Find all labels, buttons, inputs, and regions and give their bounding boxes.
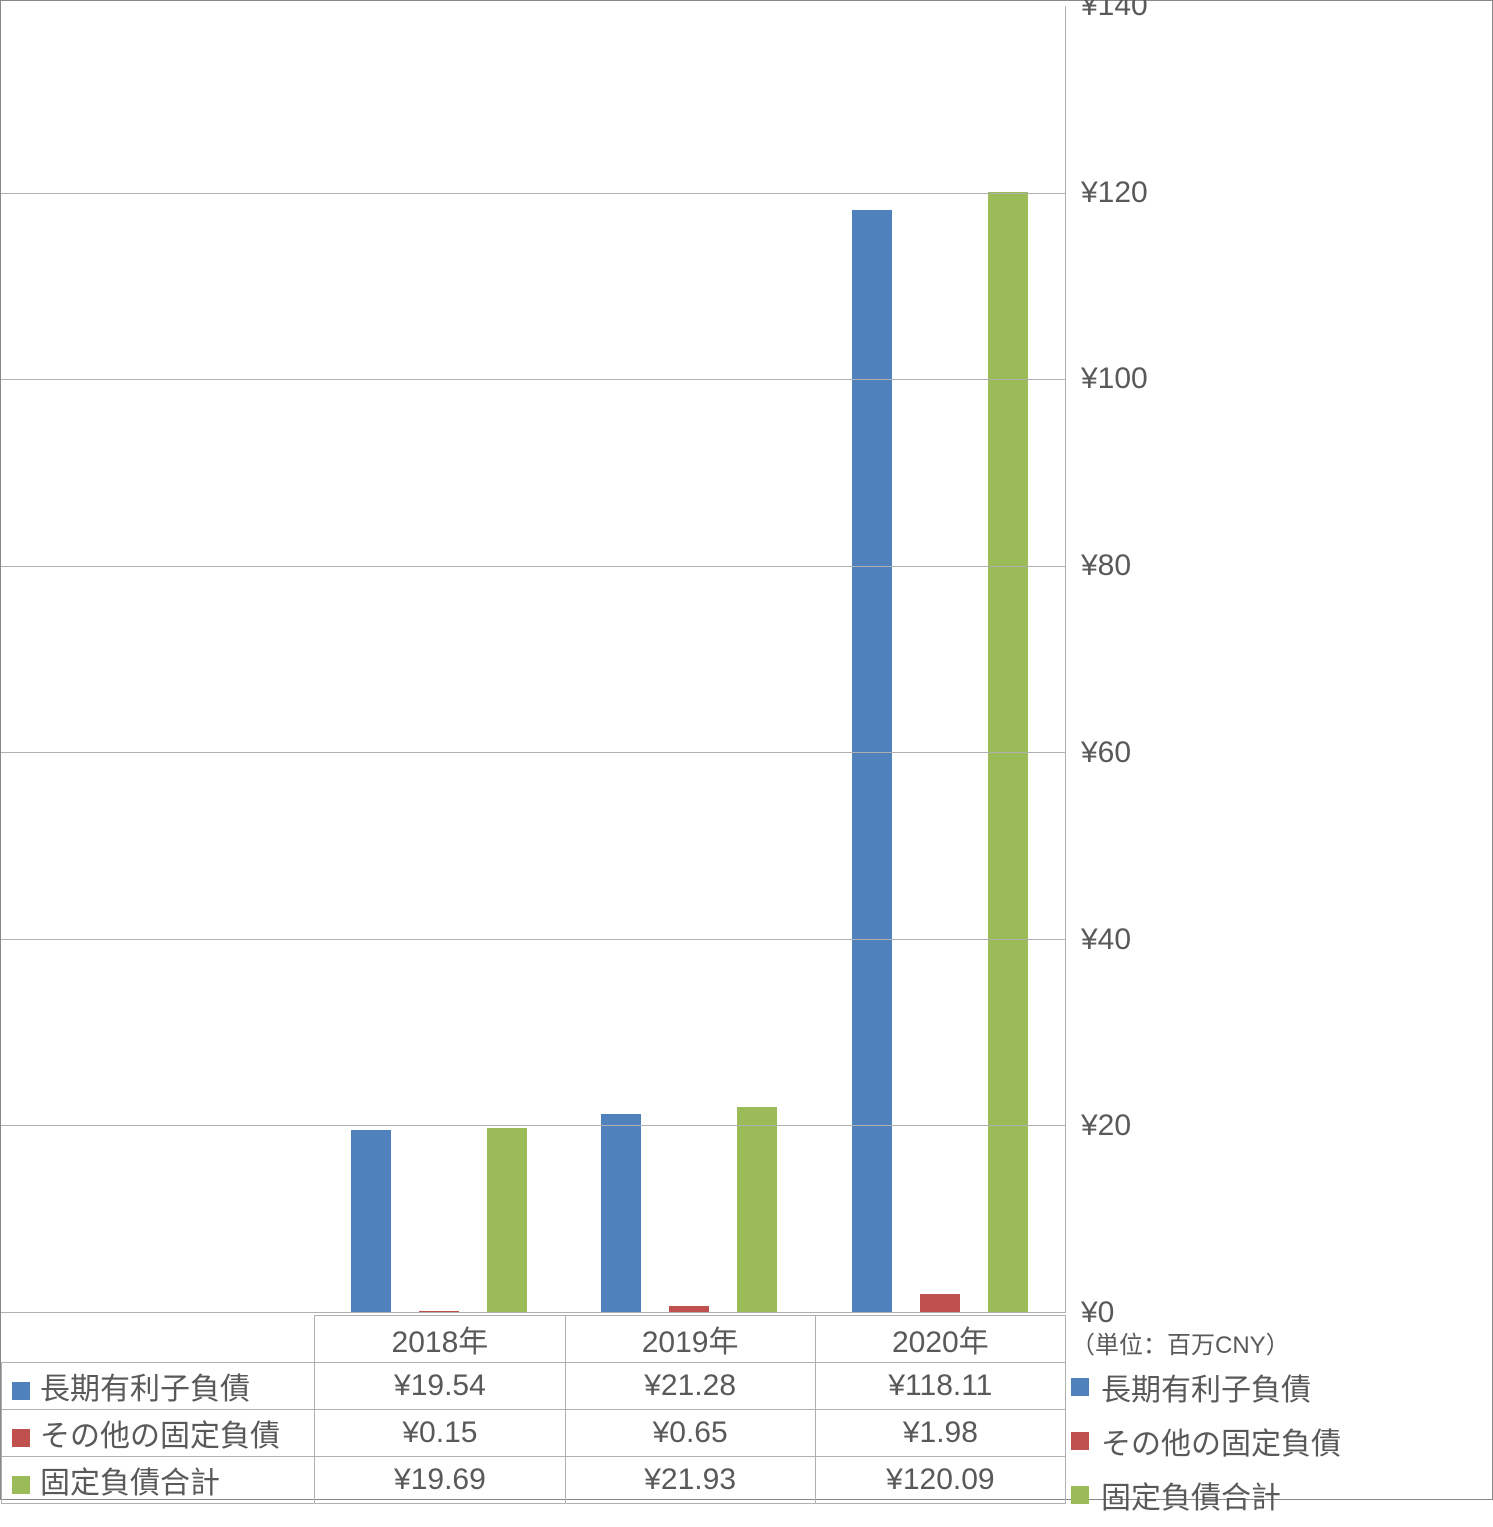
legend-label: 固定負債合計 (1101, 1473, 1281, 1517)
table-cell: ¥0.15 (315, 1410, 565, 1457)
gridline (1, 193, 1065, 194)
table-cell: ¥21.28 (565, 1363, 815, 1410)
y-tick-label: ¥100 (1081, 362, 1148, 396)
legend-item: その他の固定負債 (1071, 1419, 1491, 1463)
y-tick-label: ¥140 (1081, 0, 1148, 23)
bar (737, 1107, 777, 1312)
y-tick-label: ¥80 (1081, 549, 1131, 583)
row-swatch (12, 1429, 30, 1447)
table-cell: ¥19.69 (315, 1457, 565, 1504)
unit-label: （単位：百万CNY） (1071, 1325, 1290, 1360)
row-header-label: その他の固定負債 (40, 1420, 280, 1453)
year-group (564, 6, 814, 1312)
table-cell: ¥1.98 (815, 1410, 1065, 1457)
table-cell: ¥120.09 (815, 1457, 1065, 1504)
y-tick-label: ¥120 (1081, 176, 1148, 210)
legend-swatch (1071, 1378, 1089, 1396)
table-cell: ¥21.93 (565, 1457, 815, 1504)
bar (852, 210, 892, 1312)
bar (487, 1128, 527, 1312)
data-table: 2018年2019年2020年長期有利子負債 ¥19.54¥21.28¥118.1… (1, 1315, 1066, 1504)
table-header-cell: 2018年 (315, 1316, 565, 1363)
table-row: 固定負債合計 ¥19.69¥21.93¥120.09 (2, 1457, 1066, 1504)
bar (920, 1294, 960, 1312)
row-header-label: 長期有利子負債 (40, 1373, 250, 1406)
row-swatch (12, 1382, 30, 1400)
y-tick-label: ¥20 (1081, 1109, 1131, 1143)
plot-area (1, 6, 1066, 1313)
bar (419, 1311, 459, 1312)
legend-swatch (1071, 1432, 1089, 1450)
legend-item: 固定負債合計 (1071, 1473, 1491, 1517)
year-group (314, 6, 564, 1312)
table-cell: ¥118.11 (815, 1363, 1065, 1410)
legend-label: その他の固定負債 (1101, 1419, 1341, 1463)
row-header-cell: 固定負債合計 (2, 1457, 315, 1504)
table-header-cell: 2020年 (815, 1316, 1065, 1363)
table-header-row: 2018年2019年2020年 (2, 1316, 1066, 1363)
gridline (1, 379, 1065, 380)
gridline (1, 752, 1065, 753)
bars-area (314, 6, 1065, 1312)
legend-item: 長期有利子負債 (1071, 1365, 1491, 1409)
year-group (815, 6, 1065, 1312)
legend: 長期有利子負債その他の固定負債固定負債合計 (1071, 1365, 1491, 1527)
table-header-blank (2, 1316, 315, 1363)
row-header-cell: その他の固定負債 (2, 1410, 315, 1457)
gridline (1, 1125, 1065, 1126)
y-tick-label: ¥60 (1081, 736, 1131, 770)
table-cell: ¥0.65 (565, 1410, 815, 1457)
legend-swatch (1071, 1486, 1089, 1504)
table-row: 長期有利子負債 ¥19.54¥21.28¥118.11 (2, 1363, 1066, 1410)
y-axis: ¥0¥20¥40¥60¥80¥100¥120¥140 (1081, 6, 1201, 1313)
gridline (1, 566, 1065, 567)
y-tick-label: ¥40 (1081, 923, 1131, 957)
bar (351, 1130, 391, 1312)
table-cell: ¥19.54 (315, 1363, 565, 1410)
gridline (1, 939, 1065, 940)
bar (669, 1306, 709, 1312)
table-row: その他の固定負債 ¥0.15¥0.65¥1.98 (2, 1410, 1066, 1457)
row-header-label: 固定負債合計 (40, 1467, 220, 1500)
bar (601, 1114, 641, 1313)
row-swatch (12, 1476, 30, 1494)
row-header-cell: 長期有利子負債 (2, 1363, 315, 1410)
table-header-cell: 2019年 (565, 1316, 815, 1363)
chart-container: ¥0¥20¥40¥60¥80¥100¥120¥140 （単位：百万CNY） 長期… (0, 0, 1493, 1500)
legend-label: 長期有利子負債 (1101, 1365, 1311, 1409)
